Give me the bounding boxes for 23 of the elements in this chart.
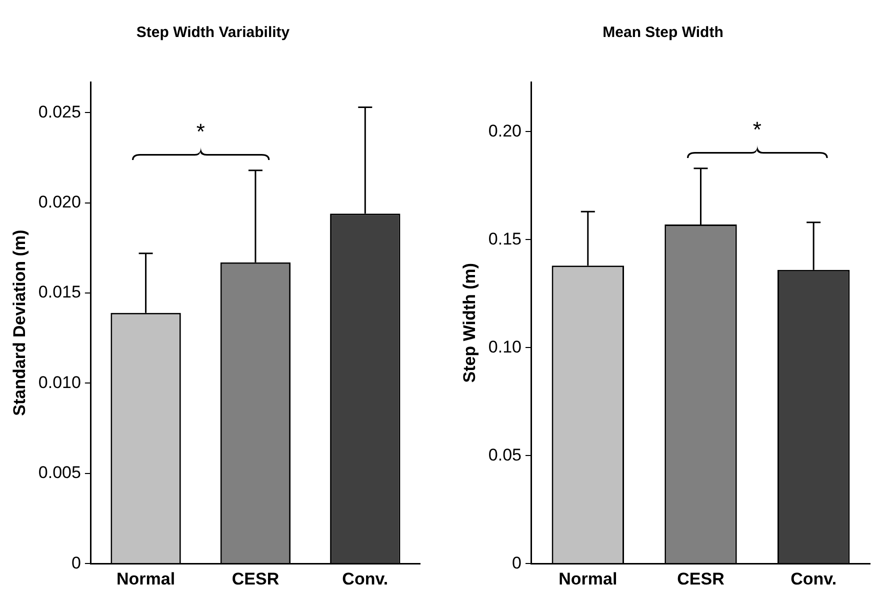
- annotation: *: [195, 119, 206, 144]
- x-tick-label: Conv.: [790, 569, 837, 588]
- y-tick-label: 0.005: [38, 463, 81, 482]
- y-tick-label: 0.010: [38, 372, 81, 392]
- y-tick-label: 0.15: [488, 229, 522, 248]
- x-tick-label: Normal: [116, 569, 176, 588]
- y-tick-label: 0: [71, 553, 81, 572]
- chart-title: Step Width Variability: [136, 24, 290, 42]
- y-tick-label: 0.020: [38, 192, 81, 212]
- y-axis-title: Standard Deviation (m): [10, 230, 29, 416]
- x-tick-label: Normal: [558, 569, 618, 588]
- annotation: *: [752, 117, 762, 142]
- y-tick-label: 0.015: [38, 282, 81, 302]
- y-tick-label: 0.20: [488, 121, 522, 140]
- y-tick-label: 0.05: [488, 445, 522, 464]
- x-tick-label: Conv.: [342, 569, 388, 588]
- y-tick-label: 0.025: [38, 102, 81, 122]
- chart-title: Mean Step Width: [602, 24, 724, 42]
- y-axis-title: Step Width (m): [460, 262, 479, 383]
- x-tick-label: CESR: [677, 569, 724, 588]
- y-tick-label: 0.10: [488, 337, 522, 356]
- x-tick-label: CESR: [232, 569, 280, 588]
- y-tick-label: 0: [512, 553, 522, 572]
